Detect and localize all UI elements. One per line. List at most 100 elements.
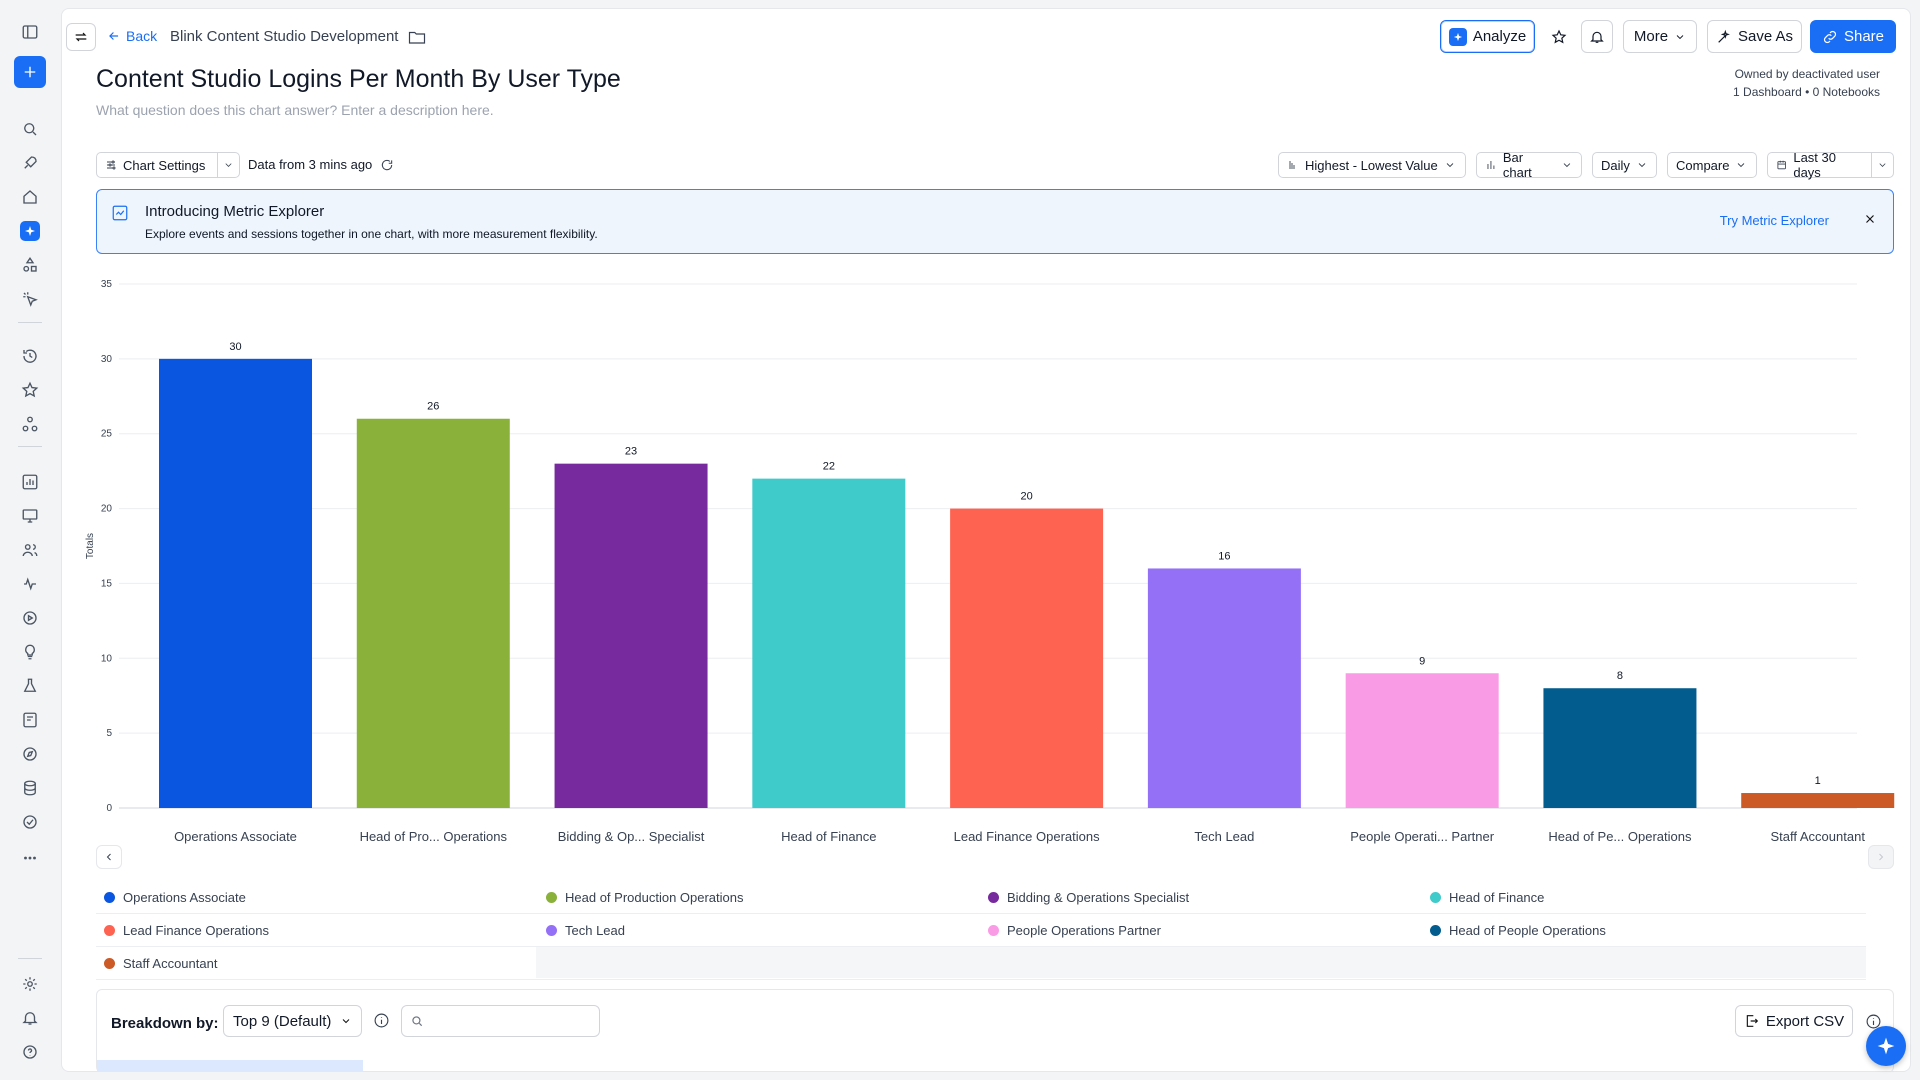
swap-view-button[interactable] [66,23,96,51]
history-icon[interactable] [18,344,42,368]
breadcrumb[interactable]: Blink Content Studio Development [170,28,426,45]
swap-arrows-icon [75,32,87,42]
chart-scroll-right-button[interactable] [1868,845,1894,869]
breadcrumb-project: Blink Content Studio Development [170,28,399,45]
left-rail [0,0,60,1080]
more-dots-icon[interactable] [18,846,42,870]
legend-row [96,881,1866,914]
legend-item[interactable]: People Operations Partner [988,923,1161,938]
breakdown-label: Breakdown by: [111,1015,219,1032]
magic-click-icon[interactable] [18,287,42,311]
legend-item[interactable]: Head of Finance [1430,890,1544,905]
data-freshness-label: Data from 3 mins ago [248,157,373,172]
chart-settings-button[interactable]: Chart Settings [96,152,218,178]
ai-assistant-button[interactable] [1866,1026,1906,1066]
share-label: Share [1843,28,1885,45]
chevron-down-icon [1563,163,1571,168]
ai-spark-icon[interactable] [20,221,40,241]
signal-icon[interactable] [18,572,42,596]
x-tick-label: Operations Associate [174,829,297,844]
bar-value-label: 20 [1020,491,1032,503]
legend-swatch [104,958,115,969]
breakdown-search-input[interactable] [401,1005,600,1037]
export-csv-button[interactable]: Export CSV [1735,1005,1853,1037]
legend-item[interactable]: Bidding & Operations Specialist [988,890,1189,905]
chart-icon[interactable] [18,470,42,494]
check-circle-icon[interactable] [18,810,42,834]
compass-icon[interactable] [18,742,42,766]
bar [1345,673,1499,808]
back-link[interactable]: Back [107,28,157,44]
search-icon[interactable] [18,117,42,141]
info-icon[interactable] [373,1012,391,1030]
legend-item[interactable]: Staff Accountant [104,956,217,971]
notifications-button[interactable] [1581,20,1613,53]
users-icon[interactable] [18,538,42,562]
bar-value-label: 26 [427,401,439,413]
monitor-icon[interactable] [18,504,42,528]
share-button[interactable]: Share [1810,20,1896,53]
close-icon[interactable] [1863,212,1879,228]
legend-label: People Operations Partner [1007,923,1161,938]
lightbulb-icon[interactable] [18,640,42,664]
arrow-left-icon [109,32,119,40]
page-title[interactable]: Content Studio Logins Per Month By User … [96,65,621,93]
legend-empty-cell [536,947,1866,978]
bar [1741,793,1895,808]
notifications-bell-icon[interactable] [18,1006,42,1030]
info-icon[interactable] [1865,1013,1883,1031]
rail-divider [18,446,42,447]
chart-scroll-left-button[interactable] [96,845,122,869]
analyze-button[interactable]: Analyze [1440,20,1535,53]
connections-icon[interactable] [18,412,42,436]
compare-dropdown[interactable]: Compare [1667,152,1757,178]
date-range-button[interactable]: Last 30 days [1767,150,1872,180]
ai-spark-icon [1877,1037,1895,1055]
sort-order-dropdown[interactable]: Highest - Lowest Value [1278,152,1466,178]
date-range-label: Last 30 days [1793,150,1836,180]
favorite-star-button[interactable] [1544,20,1574,53]
refresh-icon[interactable] [380,158,394,172]
legend-item[interactable]: Tech Lead [546,923,625,938]
breakdown-section: Breakdown by: Top 9 (Default) Export CSV [96,989,1894,1071]
sidebar-toggle-icon[interactable] [18,20,42,44]
shapes-icon[interactable] [18,253,42,277]
help-icon[interactable] [18,1040,42,1064]
save-as-button[interactable]: Save As [1707,20,1802,53]
banner-subtitle: Explore events and sessions together in … [145,227,598,241]
rocket-icon[interactable] [18,151,42,175]
chart-type-dropdown[interactable]: Bar chart [1476,150,1582,180]
ai-spark-icon [1448,27,1467,46]
chart-settings-dropdown[interactable] [217,152,240,178]
settings-gear-icon[interactable] [18,972,42,996]
legend-label: Bidding & Operations Specialist [1007,890,1190,905]
replay-icon[interactable] [18,606,42,630]
bar-value-label: 1 [1815,775,1821,787]
form-icon[interactable] [18,708,42,732]
bar-value-label: 30 [229,341,241,353]
breakdown-select[interactable]: Top 9 (Default) [223,1005,362,1037]
metric-explorer-banner: Introducing Metric Explorer Explore even… [96,189,1894,254]
database-icon[interactable] [18,776,42,800]
legend-swatch [1430,892,1441,903]
description-field[interactable]: What question does this chart answer? En… [96,102,494,118]
interval-dropdown[interactable]: Daily [1592,152,1657,178]
legend-item[interactable]: Head of Production Operations [546,890,744,905]
legend-item[interactable]: Operations Associate [104,890,246,905]
create-new-button[interactable] [14,56,46,88]
save-as-label: Save As [1737,28,1794,45]
legend-swatch [988,892,999,903]
legend-item[interactable]: Head of People Operations [1430,923,1606,938]
flask-icon[interactable] [18,674,42,698]
chevron-left-icon [106,853,111,861]
chevron-down-icon [1738,163,1745,168]
legend-item[interactable]: Lead Finance Operations [104,923,269,938]
home-icon[interactable] [18,185,42,209]
bar-value-label: 9 [1419,655,1425,667]
date-range-dropdown[interactable] [1871,152,1894,178]
calendar-icon [1777,160,1786,170]
star-icon[interactable] [18,378,42,402]
more-menu-button[interactable]: More [1623,20,1697,53]
try-metric-explorer-link[interactable]: Try Metric Explorer [1719,213,1829,228]
